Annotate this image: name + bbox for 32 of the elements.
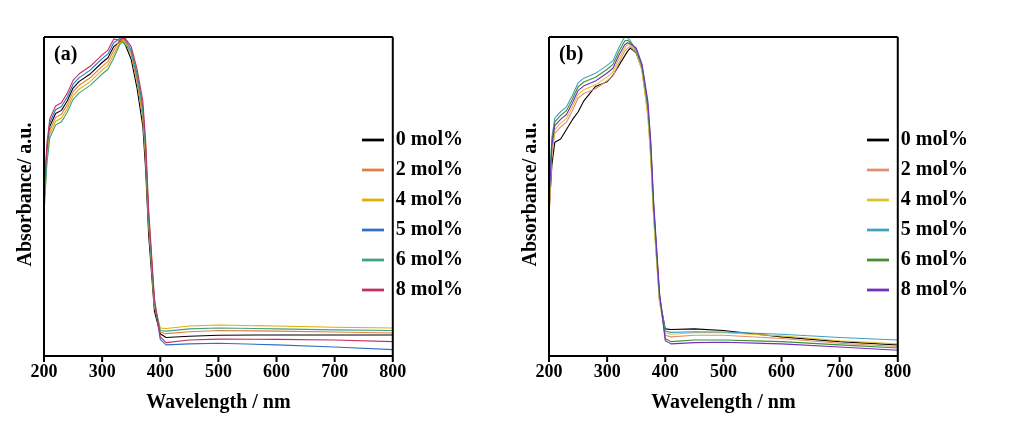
x-tick-label: 600 <box>768 360 796 381</box>
x-axis-title: Wavelength / nm <box>146 390 291 413</box>
x-axis-title: Wavelength / nm <box>651 390 796 413</box>
x-tick-label: 300 <box>593 360 621 381</box>
x-tick-label: 600 <box>263 360 291 381</box>
x-tick-label: 300 <box>88 360 116 381</box>
x-tick-label: 500 <box>709 360 737 381</box>
x-tick-label: 200 <box>30 360 58 381</box>
legend-label: 6 mol% <box>900 247 968 269</box>
legend-label: 2 mol% <box>900 157 968 179</box>
legend-label: 6 mol% <box>395 247 463 269</box>
legend-label: 8 mol% <box>395 277 463 299</box>
legend-label: 2 mol% <box>395 157 463 179</box>
chart-title: (b) <box>559 42 584 65</box>
legend-label: 0 mol% <box>900 127 968 149</box>
legend-label: 4 mol% <box>395 187 463 209</box>
x-tick-label: 700 <box>321 360 349 381</box>
x-tick-label: 500 <box>204 360 232 381</box>
y-axis-title: Absorbance/ a.u. <box>518 122 541 267</box>
x-tick-label: 200 <box>535 360 563 381</box>
x-tick-label: 400 <box>651 360 679 381</box>
legend-label: 5 mol% <box>395 217 463 239</box>
x-tick-label: 400 <box>146 360 174 381</box>
y-axis-title: Absorbance/ a.u. <box>13 122 36 267</box>
legend-label: 8 mol% <box>900 277 968 299</box>
legend-label: 4 mol% <box>900 187 968 209</box>
legend-label: 0 mol% <box>395 127 463 149</box>
legend-label: 5 mol% <box>900 217 968 239</box>
x-tick-label: 800 <box>884 360 912 381</box>
x-tick-label: 700 <box>826 360 854 381</box>
x-tick-label: 800 <box>379 360 407 381</box>
chart-title: (a) <box>54 42 78 65</box>
